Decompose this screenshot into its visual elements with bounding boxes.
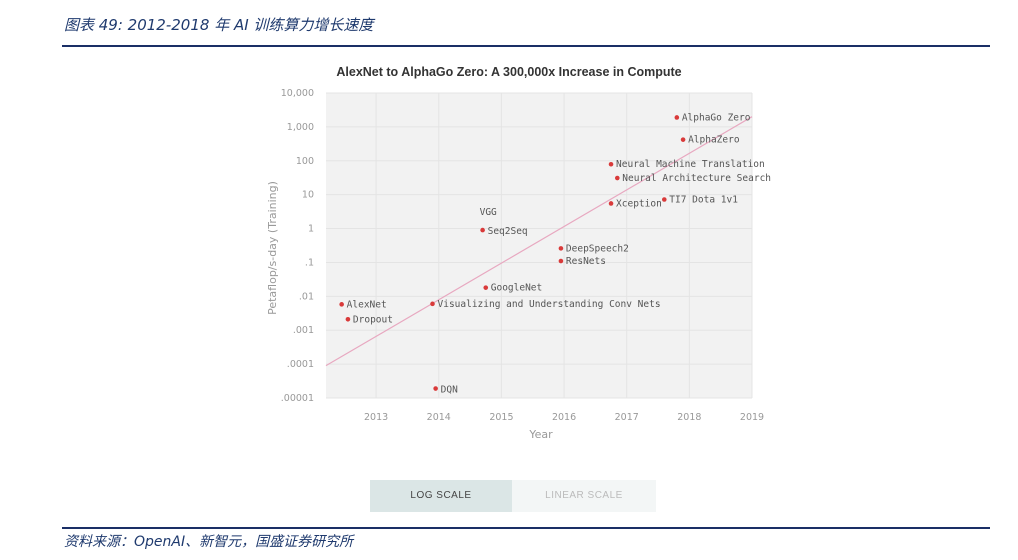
point-label: AlphaZero <box>688 135 740 146</box>
y-tick-label: 100 <box>296 156 314 167</box>
source-note: 资料来源：OpenAI、新智元，国盛证券研究所 <box>64 534 354 550</box>
x-tick-label: 2018 <box>677 412 701 423</box>
data-point <box>339 302 344 307</box>
data-point <box>674 115 680 120</box>
data-point <box>345 317 351 322</box>
figure-caption: 图表 49: 2012-2018 年 AI 训练算力增长速度 <box>64 16 374 34</box>
data-point <box>430 301 435 307</box>
data-point <box>558 246 564 251</box>
chart-svg: AlexNet to AlphaGo Zero: A 300,000x Incr… <box>266 65 771 441</box>
point-label: Neural Architecture Search <box>622 173 771 184</box>
x-axis-title: Year <box>528 428 553 441</box>
point-label: AlphaGo Zero <box>682 112 751 123</box>
data-point <box>483 285 489 290</box>
point-label: Dropout <box>353 314 393 325</box>
trend-line <box>325 116 753 367</box>
point-label: Visualizing and Understanding Conv Nets <box>438 299 661 310</box>
point-label: DeepSpeech2 <box>566 243 629 254</box>
plot-area: 10,000 1,000 100 10 1 .1 .01 .001 .0001 .00001 201… <box>281 88 771 423</box>
bottom-rule <box>62 527 990 529</box>
log-scale-button[interactable]: LOG SCALE <box>370 480 512 512</box>
data-point <box>558 258 564 264</box>
y-tick-label: 1,000 <box>287 122 314 133</box>
point-label: Seq2Seq <box>488 226 528 237</box>
y-tick-label: .00001 <box>281 393 314 404</box>
y-tick-label: .0001 <box>287 359 314 370</box>
data-point <box>608 201 614 206</box>
data-point <box>661 197 667 202</box>
data-point <box>680 137 686 142</box>
x-tick-label: 2013 <box>364 412 388 423</box>
point-label: TI7 Dota 1v1 <box>669 195 738 206</box>
y-tick-label: 1 <box>308 224 314 235</box>
y-tick-label: 10,000 <box>281 88 314 99</box>
y-tick-label: .1 <box>305 257 314 268</box>
chart-title: AlexNet to AlphaGo Zero: A 300,000x Incr… <box>336 65 681 79</box>
top-rule <box>62 45 990 47</box>
data-point <box>615 175 620 181</box>
data-point <box>480 227 485 233</box>
x-tick-label: 2014 <box>427 412 451 423</box>
data-point <box>433 386 438 391</box>
point-label: AlexNet <box>347 299 387 310</box>
point-label: GoogleNet <box>491 283 542 294</box>
x-tick-label: 2015 <box>489 412 513 423</box>
y-axis-title: Petaflop/s-day (Training) <box>266 181 279 315</box>
x-tick-label: 2017 <box>615 412 639 423</box>
linear-scale-button[interactable]: LINEAR SCALE <box>512 480 656 512</box>
point-label: Neural Machine Translation <box>616 159 765 170</box>
data-point <box>608 161 614 167</box>
point-label: ResNets <box>566 256 606 267</box>
x-tick-label: 2019 <box>740 412 764 423</box>
y-tick-label: .01 <box>299 291 314 302</box>
plot-background <box>326 93 752 398</box>
point-label: DQN <box>441 385 458 396</box>
y-tick-label: 10 <box>302 190 314 201</box>
point-label: VGG <box>480 207 497 218</box>
x-tick-label: 2016 <box>552 412 576 423</box>
point-label: Xception <box>616 198 662 209</box>
y-tick-label: .001 <box>293 325 314 336</box>
